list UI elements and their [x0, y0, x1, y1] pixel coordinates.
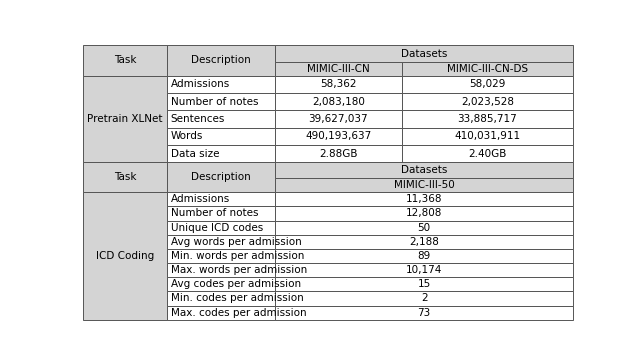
Bar: [167, 127, 275, 145]
Text: MIMIC-III-50: MIMIC-III-50: [394, 180, 454, 190]
Text: 12,808: 12,808: [406, 208, 442, 218]
Bar: [275, 263, 573, 277]
Text: Admissions: Admissions: [171, 194, 230, 204]
Text: 2,083,180: 2,083,180: [312, 97, 365, 106]
Bar: [167, 93, 275, 110]
Bar: [402, 75, 573, 93]
Bar: [167, 75, 275, 93]
Bar: [275, 192, 573, 206]
Bar: [275, 235, 573, 249]
Text: Admissions: Admissions: [171, 79, 230, 89]
Bar: [402, 110, 573, 127]
Bar: [167, 291, 275, 305]
Text: 15: 15: [417, 279, 431, 289]
Bar: [83, 162, 167, 192]
Bar: [275, 249, 573, 263]
Bar: [167, 263, 275, 277]
Text: 39,627,037: 39,627,037: [308, 114, 368, 124]
Text: 33,885,717: 33,885,717: [458, 114, 517, 124]
Bar: [275, 291, 573, 305]
Bar: [167, 235, 275, 249]
Bar: [275, 178, 573, 192]
Text: 10,174: 10,174: [406, 265, 442, 275]
Bar: [275, 93, 402, 110]
Text: Data size: Data size: [171, 149, 219, 158]
Bar: [275, 127, 402, 145]
Bar: [275, 75, 402, 93]
Text: Max. words per admission: Max. words per admission: [171, 265, 307, 275]
Text: Task: Task: [114, 172, 136, 182]
Text: Description: Description: [191, 55, 251, 65]
Text: 89: 89: [417, 251, 431, 261]
Bar: [167, 45, 275, 75]
Bar: [275, 110, 402, 127]
Bar: [275, 62, 402, 75]
Text: Min. words per admission: Min. words per admission: [171, 251, 304, 261]
Bar: [275, 305, 573, 320]
Text: Words: Words: [171, 131, 203, 141]
Text: Datasets: Datasets: [401, 165, 447, 175]
Bar: [275, 221, 573, 235]
Text: 11,368: 11,368: [406, 194, 442, 204]
Bar: [167, 206, 275, 221]
Bar: [402, 93, 573, 110]
Text: Task: Task: [114, 55, 136, 65]
Text: ICD Coding: ICD Coding: [96, 251, 154, 261]
Text: 2,023,528: 2,023,528: [461, 97, 514, 106]
Bar: [167, 249, 275, 263]
Bar: [275, 206, 573, 221]
Text: Avg codes per admission: Avg codes per admission: [171, 279, 301, 289]
Text: 2.88GB: 2.88GB: [319, 149, 358, 158]
Bar: [167, 110, 275, 127]
Text: Datasets: Datasets: [401, 48, 447, 58]
Text: 58,362: 58,362: [320, 79, 356, 89]
Text: 50: 50: [417, 223, 431, 232]
Bar: [402, 62, 573, 75]
Text: MIMIC-III-CN-DS: MIMIC-III-CN-DS: [447, 64, 528, 74]
Text: Min. codes per admission: Min. codes per admission: [171, 293, 303, 304]
Text: 58,029: 58,029: [469, 79, 506, 89]
Bar: [167, 221, 275, 235]
Text: 2,188: 2,188: [409, 237, 439, 247]
Text: Pretrain XLNet: Pretrain XLNet: [87, 114, 163, 124]
Text: Number of notes: Number of notes: [171, 208, 258, 218]
Bar: [83, 192, 167, 320]
Text: MIMIC-III-CN: MIMIC-III-CN: [307, 64, 370, 74]
Text: Sentences: Sentences: [171, 114, 225, 124]
Text: 410,031,911: 410,031,911: [454, 131, 520, 141]
Bar: [402, 127, 573, 145]
Text: 2.40GB: 2.40GB: [468, 149, 506, 158]
Bar: [275, 162, 573, 178]
Bar: [83, 45, 167, 75]
Text: Number of notes: Number of notes: [171, 97, 258, 106]
Text: Max. codes per admission: Max. codes per admission: [171, 308, 307, 318]
Bar: [167, 162, 275, 192]
Bar: [402, 145, 573, 162]
Bar: [167, 305, 275, 320]
Text: Description: Description: [191, 172, 251, 182]
Text: 73: 73: [417, 308, 431, 318]
Text: Unique ICD codes: Unique ICD codes: [171, 223, 263, 232]
Bar: [167, 192, 275, 206]
Text: Avg words per admission: Avg words per admission: [171, 237, 301, 247]
Text: 490,193,637: 490,193,637: [305, 131, 372, 141]
Text: 2: 2: [420, 293, 428, 304]
Bar: [167, 277, 275, 291]
Bar: [275, 45, 573, 62]
Bar: [167, 145, 275, 162]
Bar: [275, 145, 402, 162]
Bar: [275, 277, 573, 291]
Bar: [83, 75, 167, 162]
